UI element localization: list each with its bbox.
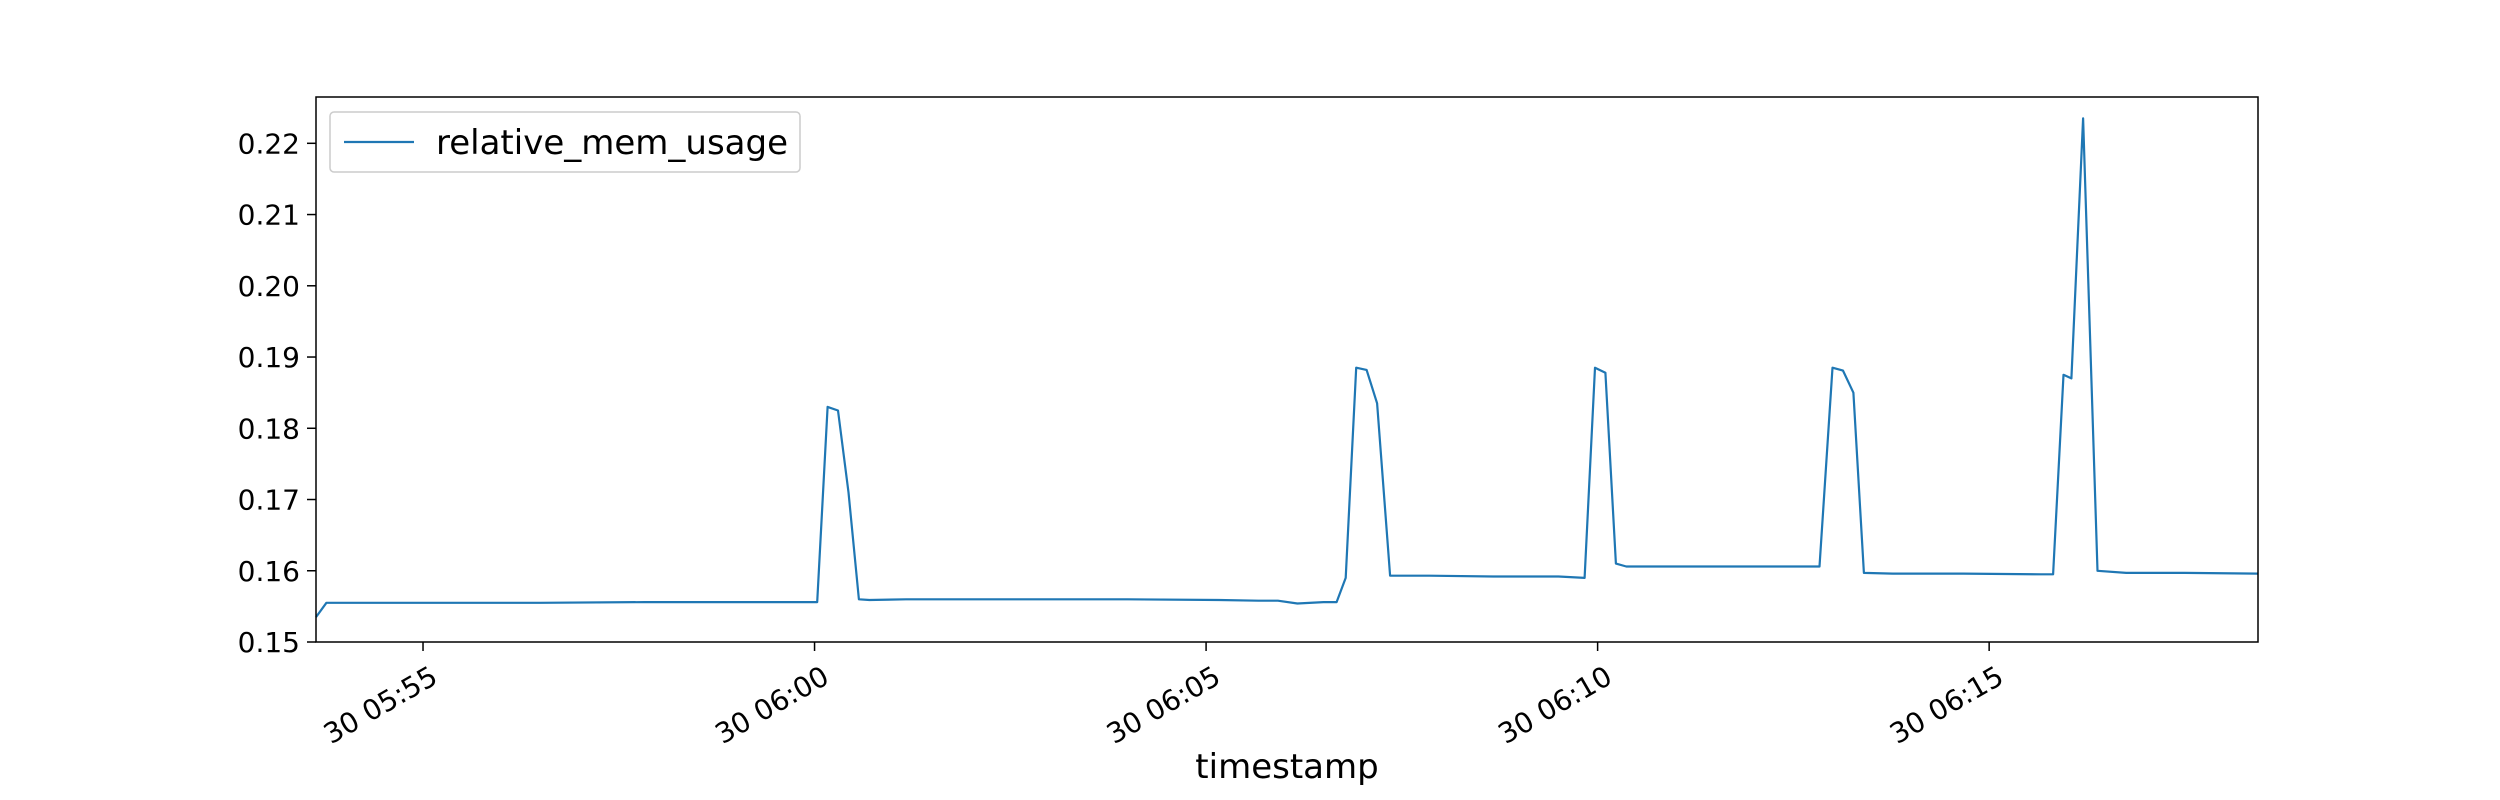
y-tick-label: 0.22 (238, 127, 300, 160)
plot-area (315, 96, 2259, 643)
y-tick-label: 0.15 (238, 626, 300, 659)
legend-label: relative_mem_usage (436, 123, 788, 163)
y-tick-label: 0.18 (238, 412, 300, 445)
series-line-relative-mem-usage (315, 117, 2259, 618)
y-tick-label: 0.16 (238, 555, 300, 588)
y-axis: 0.15 0.16 0.17 0.18 0.19 0.20 0.21 0.22 (238, 127, 316, 659)
legend-box (329, 111, 801, 173)
legend: relative_mem_usage (329, 111, 801, 173)
x-axis-title: timestamp (1195, 747, 1378, 787)
y-tick-label: 0.19 (238, 341, 300, 374)
y-tick-label: 0.20 (238, 270, 300, 303)
y-tick-label: 0.17 (238, 484, 300, 517)
y-tick-label: 0.21 (238, 199, 300, 232)
axes-frame (315, 96, 2259, 643)
